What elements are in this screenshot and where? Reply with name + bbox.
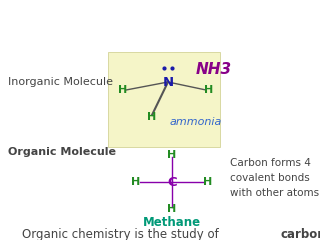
Text: H: H <box>118 85 128 95</box>
Text: H: H <box>132 177 140 187</box>
Text: Carbon forms 4
covalent bonds
with other atoms!: Carbon forms 4 covalent bonds with other… <box>230 158 320 198</box>
Text: Organic chemistry is the study of: Organic chemistry is the study of <box>22 228 222 240</box>
Text: Organic Molecule: Organic Molecule <box>8 147 116 157</box>
Text: N: N <box>163 76 173 89</box>
Text: C: C <box>167 175 177 188</box>
Text: H: H <box>204 85 214 95</box>
Text: Inorganic Molecule: Inorganic Molecule <box>8 77 113 87</box>
Text: H: H <box>167 204 177 214</box>
Text: ammonia: ammonia <box>170 117 222 127</box>
Text: carbon: carbon <box>281 228 320 240</box>
Text: NH3: NH3 <box>196 62 232 77</box>
Text: Methane: Methane <box>143 216 201 228</box>
Text: H: H <box>167 150 177 160</box>
Bar <box>108 52 220 147</box>
Text: H: H <box>204 177 212 187</box>
Text: H: H <box>148 112 156 122</box>
